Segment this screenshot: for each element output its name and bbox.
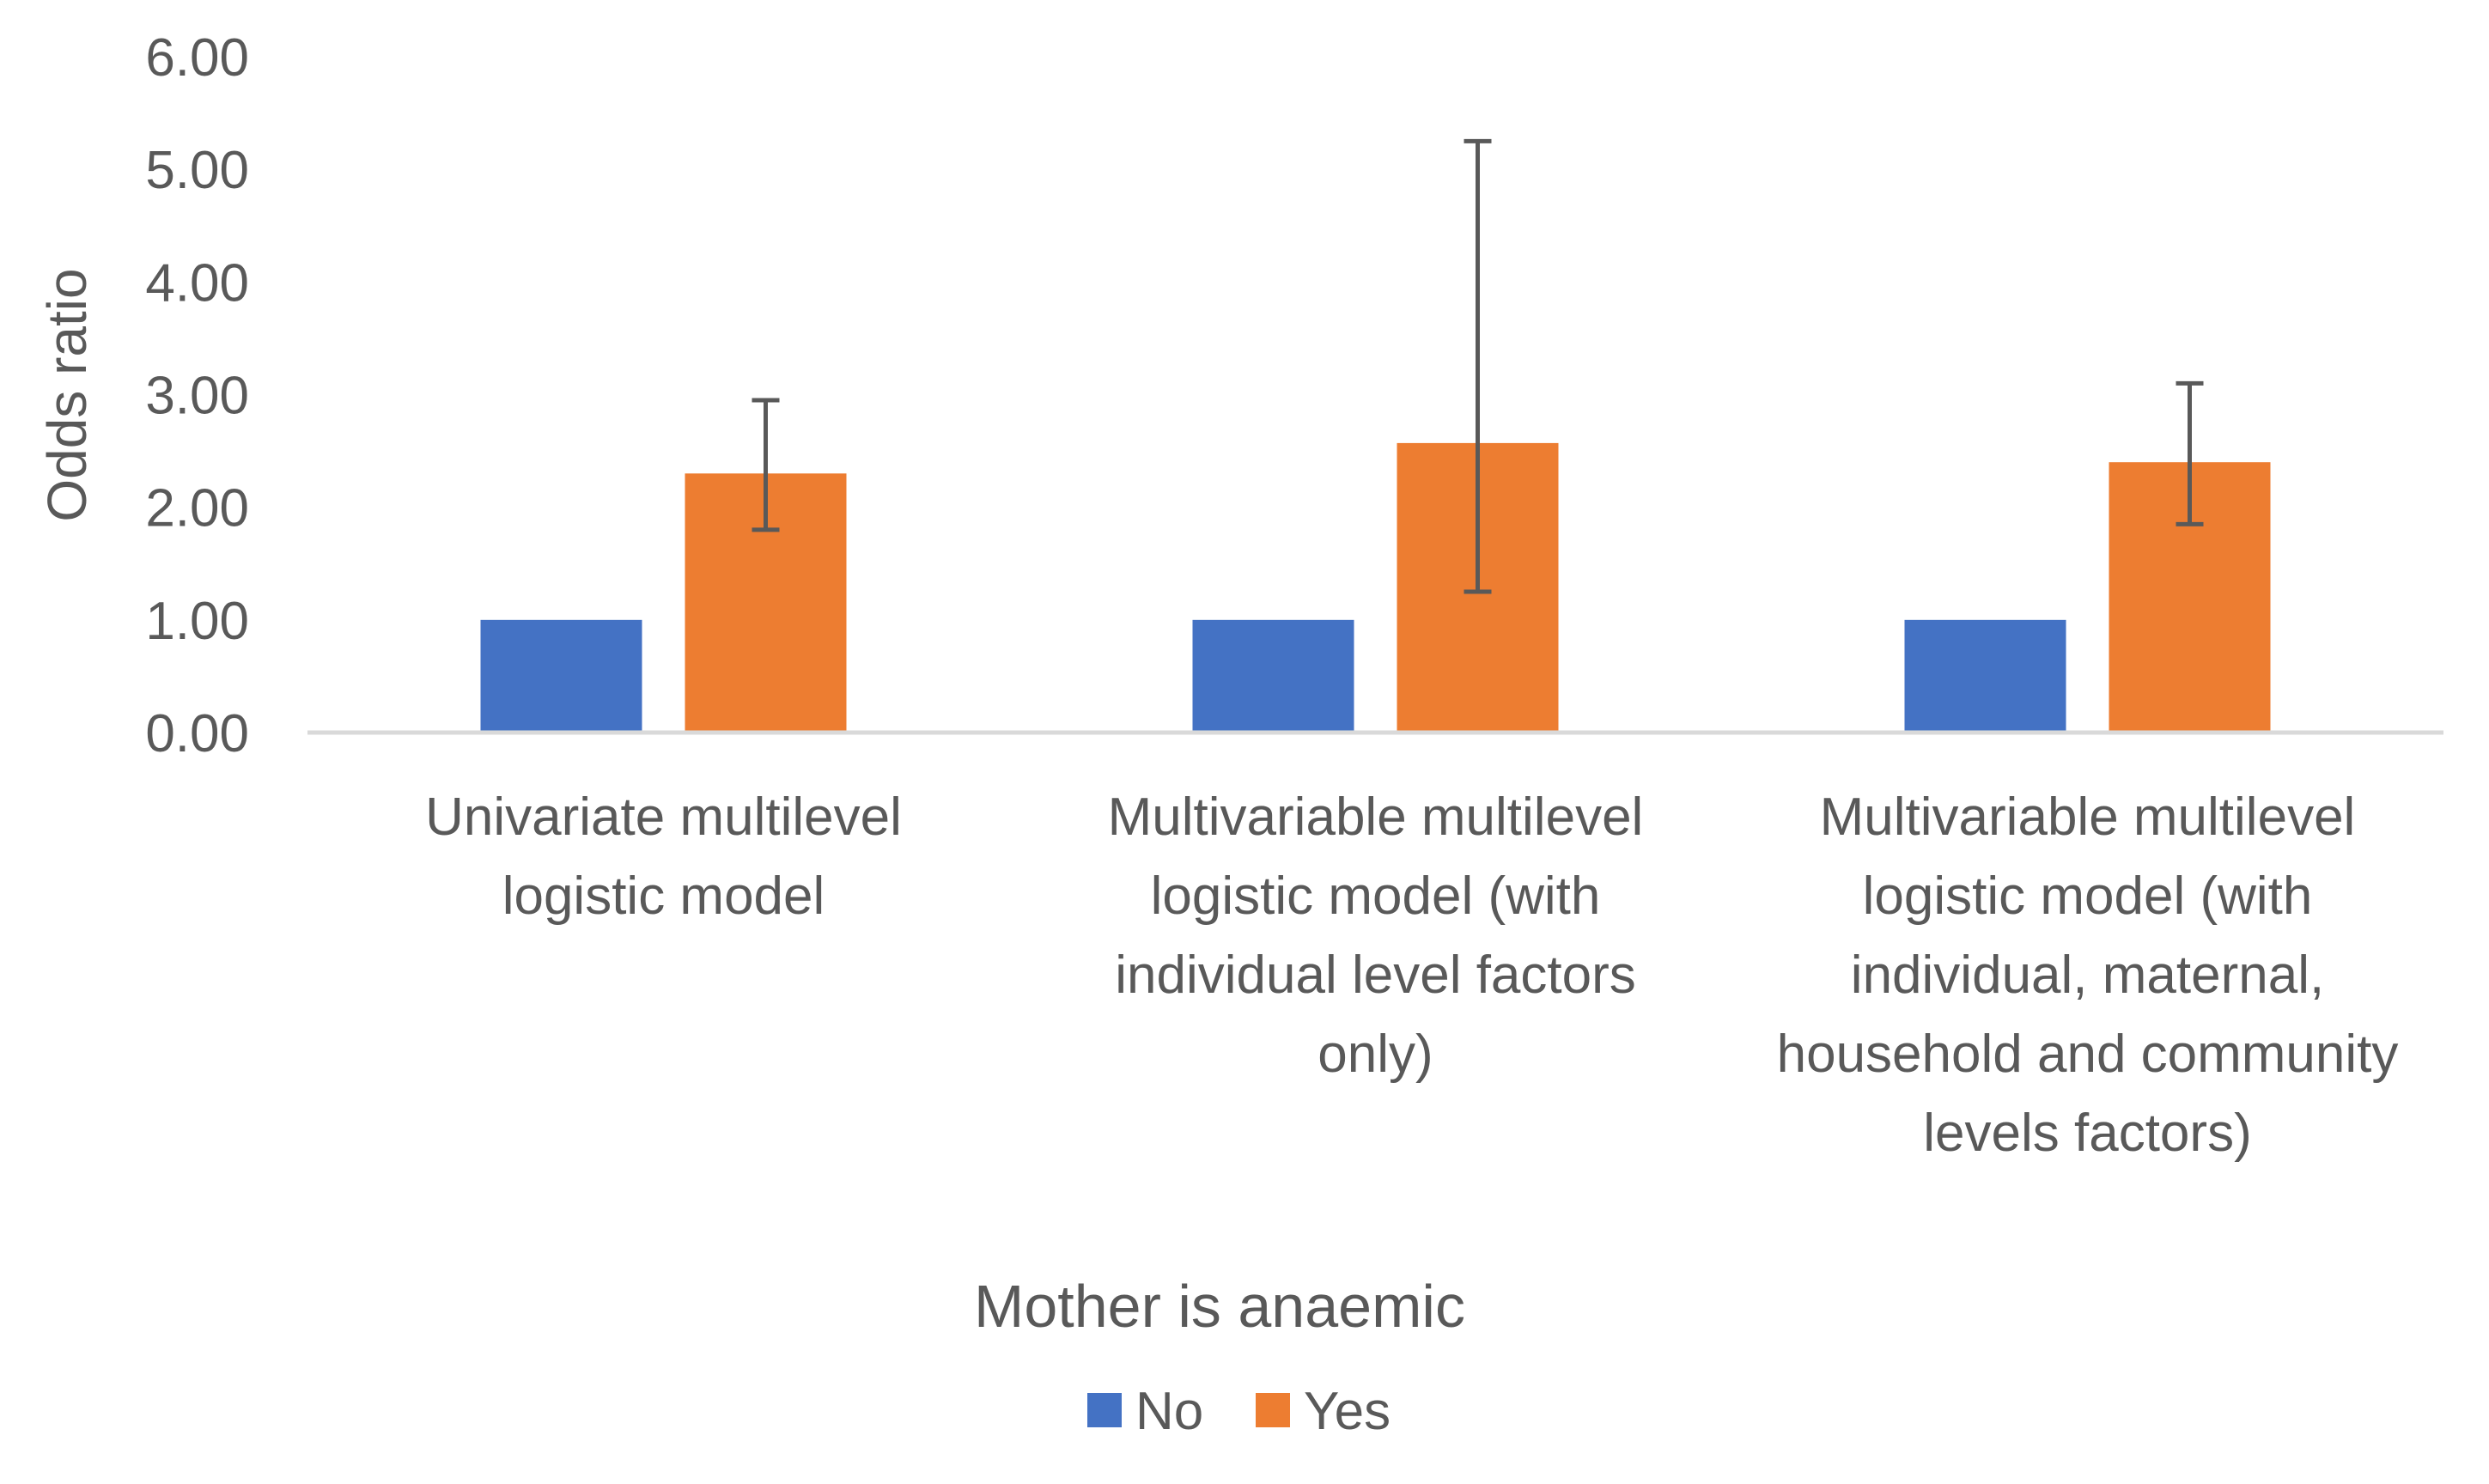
y-tick-label: 6.00 [145,28,249,88]
x-category-label-line: only) [1318,1025,1433,1084]
x-category-label: Multivariable multilevel logistic model (… [1108,788,1644,1084]
y-tick-label: 0.00 [145,704,249,763]
y-tick-label: 3.00 [145,367,249,426]
error-bars [752,138,2204,594]
legend-swatch [1256,1393,1290,1427]
x-category-label: Multivariable multilevel logistic model (… [1777,788,2399,1163]
x-category-label-line: levels factors) [1923,1104,2251,1163]
y-axis-title: Odds ratio [36,268,98,521]
y-tick-label: 2.00 [145,479,249,538]
y-tick-label: 1.00 [145,592,249,651]
error-bar-yes-3 [2176,380,2204,526]
y-tick-label: 5.00 [145,141,249,200]
legend-swatch [1087,1393,1122,1427]
x-category-label-line: logistic model [502,867,825,926]
x-category-label-line: Multivariable multilevel [1820,788,2356,847]
x-category-label-line: individual level factors [1115,946,1636,1005]
bar-no-1 [480,619,642,733]
bars [480,442,2271,733]
legend-label: No [1135,1382,1203,1441]
legend: No Yes [1087,1382,1391,1441]
error-bar-yes-1 [752,398,780,532]
y-tick-label: 4.00 [145,253,249,313]
error-bar-yes-2 [1464,138,1492,594]
x-axis-title: Mother is anaemic [974,1273,1465,1340]
legend-item-yes: Yes [1256,1382,1391,1441]
x-axis-category-labels: Univariate multilevel logistic model Multi… [425,788,2398,1163]
bar-no-3 [1904,619,2066,733]
legend-label: Yes [1304,1382,1391,1441]
legend-item-no: No [1087,1382,1203,1441]
x-category-label: Univariate multilevel logistic model [425,788,902,926]
x-category-label-line: household and community [1777,1025,2399,1084]
x-category-label-line: individual, maternal, [1851,946,2324,1005]
y-axis-ticks: 0.00 1.00 2.00 3.00 4.00 5.00 6.00 [145,28,249,763]
x-category-label-line: logistic model (with [1863,867,2313,926]
x-category-label-line: logistic model (with [1151,867,1601,926]
x-category-label-line: Multivariable multilevel [1108,788,1644,847]
bar-no-2 [1192,619,1354,733]
x-category-label-line: Univariate multilevel [425,788,902,847]
